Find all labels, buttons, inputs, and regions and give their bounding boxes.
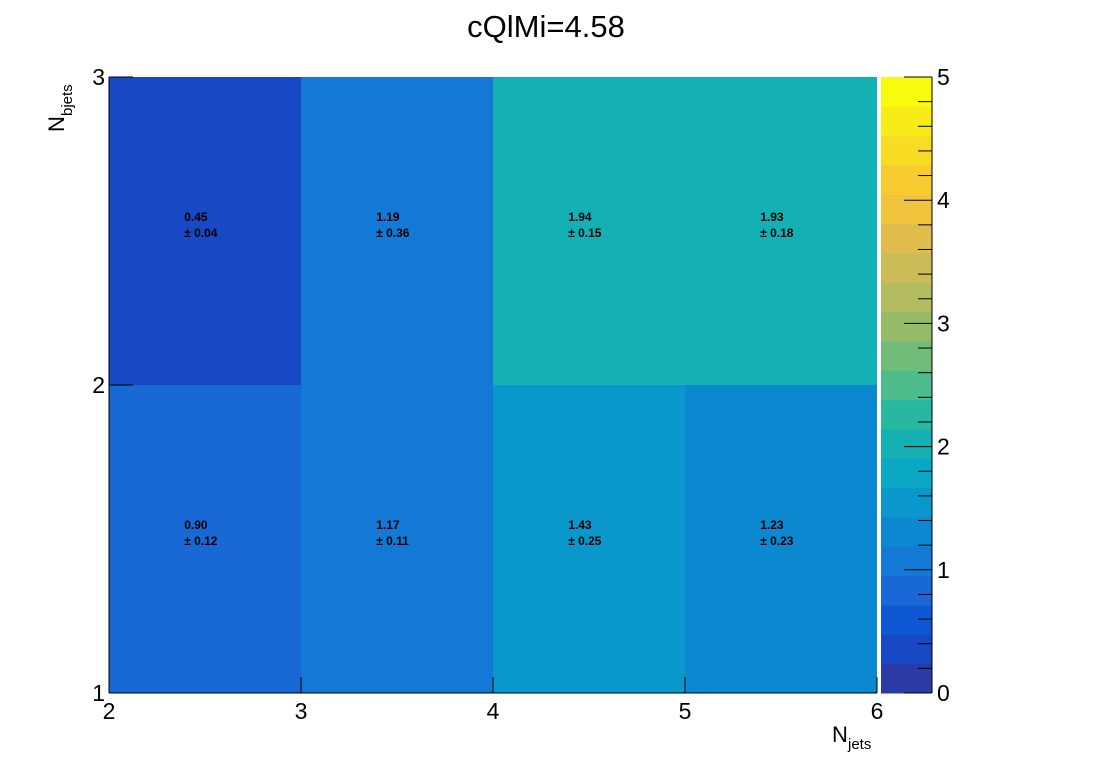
color-scale-swatch xyxy=(881,194,932,225)
y-tick-label: 3 xyxy=(92,64,105,90)
y-axis-title-subscript: bjets xyxy=(59,84,76,116)
color-scale-swatch xyxy=(881,487,932,518)
x-tick-label: 5 xyxy=(679,698,692,724)
cell-error-label: ± 0.36 xyxy=(376,226,410,240)
color-scale-swatch xyxy=(881,575,932,606)
x-tick-label: 2 xyxy=(103,698,116,724)
cell-error-label: ± 0.15 xyxy=(568,226,602,240)
color-scale-swatch xyxy=(881,311,932,342)
cell-error-label: ± 0.04 xyxy=(184,226,218,240)
cell-error-label: ± 0.11 xyxy=(376,534,409,548)
cell-value-label: 1.43 xyxy=(568,518,592,532)
color-scale-tick-label: 1 xyxy=(937,557,950,583)
cell-value-label: 1.23 xyxy=(760,518,784,532)
cell-error-label: ± 0.23 xyxy=(760,534,794,548)
color-scale-swatch xyxy=(881,106,932,137)
color-scale-swatch xyxy=(881,517,932,547)
x-axis-title-main: N xyxy=(832,722,848,747)
heatmap-cell xyxy=(301,77,493,385)
cell-value-label: 1.94 xyxy=(568,210,592,224)
heatmap-cell xyxy=(301,385,493,693)
cell-error-label: ± 0.18 xyxy=(760,226,794,240)
cell-value-label: 0.90 xyxy=(184,518,208,532)
color-scale-swatch xyxy=(881,399,932,430)
cell-labels: 0.45 ± 0.04 1.19 ± 0.36 1.94 ± 0.15 1.93 ± 0.18… xyxy=(184,210,794,548)
x-tick-label: 3 xyxy=(295,698,308,724)
color-scale-swatch xyxy=(881,370,932,401)
cell-value-label: 0.45 xyxy=(184,210,208,224)
color-scale-swatch xyxy=(881,605,932,635)
heatmap-cell xyxy=(493,77,685,385)
color-scale-swatch xyxy=(881,429,932,459)
cell-value-label: 1.19 xyxy=(376,210,400,224)
heatmap-cell xyxy=(493,385,685,693)
y-axis-title-main: N xyxy=(44,116,69,132)
color-scale-tick-label: 0 xyxy=(937,680,950,706)
color-scale-tick-label: 5 xyxy=(937,64,950,90)
x-axis-title: N jets xyxy=(832,722,871,753)
heatmap-cell xyxy=(109,385,301,693)
color-scale-swatch xyxy=(881,77,932,107)
color-scale-swatch xyxy=(881,282,932,313)
color-scale-swatch xyxy=(881,458,932,489)
heatmap-cell xyxy=(685,77,877,385)
y-tick-label: 2 xyxy=(92,372,105,398)
color-scale-swatch xyxy=(881,546,932,577)
color-scale-tick-label: 3 xyxy=(937,310,950,336)
cell-error-label: ± 0.12 xyxy=(184,534,218,548)
heatmap-cells xyxy=(109,77,877,693)
x-tick-label: 4 xyxy=(487,698,500,724)
heatmap-cell xyxy=(685,385,877,693)
cell-value-label: 1.93 xyxy=(760,210,784,224)
x-tick-label: 6 xyxy=(871,698,884,724)
chart-title: cQlMi=4.58 xyxy=(467,9,625,44)
y-axis-title: N bjets xyxy=(44,84,76,132)
color-scale-tick-label: 2 xyxy=(937,434,950,460)
x-axis-title-subscript: jets xyxy=(847,736,871,753)
cell-error-label: ± 0.25 xyxy=(568,534,602,548)
color-scale-tick-label: 4 xyxy=(937,187,950,213)
color-scale: 0 1 2 3 4 5 xyxy=(881,64,950,706)
color-scale-swatch xyxy=(881,634,932,665)
y-tick-label: 1 xyxy=(92,680,105,706)
color-scale-swatch xyxy=(881,223,932,254)
color-scale-swatch xyxy=(881,253,932,283)
cell-value-label: 1.17 xyxy=(376,518,400,532)
color-scale-swatch xyxy=(881,165,932,195)
heatmap-cell xyxy=(109,77,301,385)
color-scale-swatch xyxy=(881,341,932,371)
